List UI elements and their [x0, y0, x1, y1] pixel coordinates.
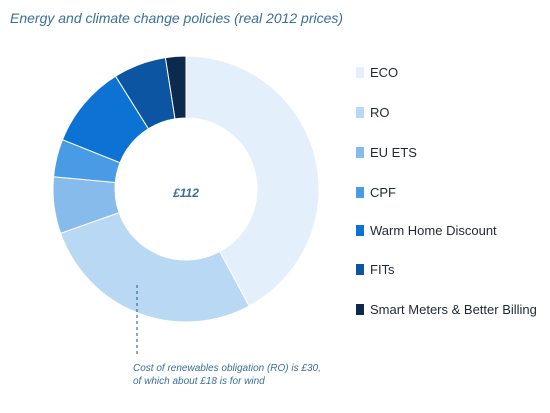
legend: ECO RO EU ETS CPF Warm Home Discount FIT… [356, 0, 546, 413]
legend-swatch-eu-ets [356, 147, 364, 158]
legend-swatch-smart-meters [356, 304, 364, 315]
legend-item-eu-ets: EU ETS [356, 144, 540, 161]
legend-swatch-warm-home-discount [356, 225, 364, 236]
legend-item-eco: ECO [356, 64, 540, 81]
legend-item-warm-home-discount: Warm Home Discount [356, 222, 540, 239]
legend-label-warm-home-discount: Warm Home Discount [370, 223, 497, 238]
annotation-line-2: of which about £18 is for wind [133, 376, 265, 387]
center-total-label: £112 [172, 186, 199, 200]
legend-item-fits: FITs [356, 261, 540, 278]
legend-swatch-ro [356, 107, 364, 118]
chart-title: Energy and climate change policies (real… [10, 10, 344, 26]
legend-label-cpf: CPF [370, 185, 396, 200]
donut-slice-ro [59, 212, 250, 323]
legend-swatch-cpf [356, 187, 364, 198]
legend-label-ro: RO [370, 105, 390, 120]
donut-slice-smart-meters-better-billing [164, 55, 187, 120]
donut-slice-eco [185, 55, 320, 307]
legend-swatch-fits [356, 264, 364, 275]
legend-label-eu-ets: EU ETS [370, 145, 417, 160]
legend-swatch-eco [356, 67, 364, 78]
legend-label-eco: ECO [370, 65, 399, 80]
annotation-line-1: Cost of renewables obligation (RO) is £3… [133, 363, 321, 374]
legend-label-smart-meters: Smart Meters & Better Billing [370, 302, 537, 317]
legend-item-smart-meters: Smart Meters & Better Billing [356, 301, 540, 318]
donut-slices [52, 55, 320, 323]
legend-item-cpf: CPF [356, 184, 540, 201]
legend-label-fits: FITs [370, 262, 395, 277]
legend-item-ro: RO [356, 104, 540, 121]
annotation-text: Cost of renewables obligation (RO) is £3… [133, 362, 321, 388]
